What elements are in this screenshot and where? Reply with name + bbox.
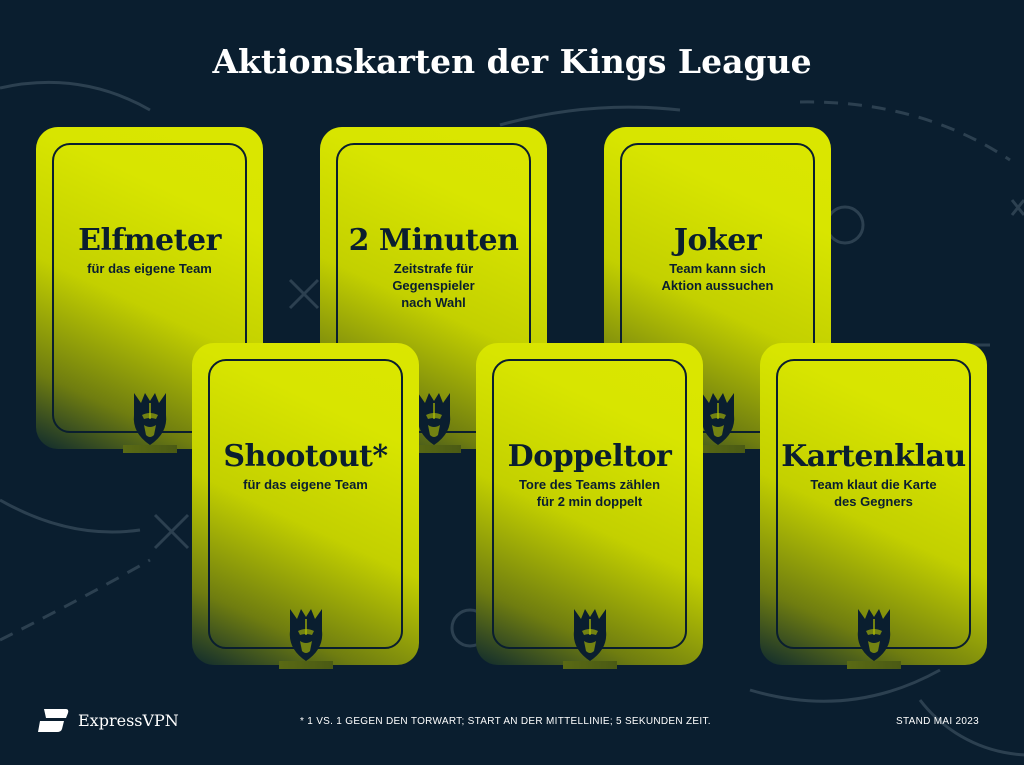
kings-league-crown-icon: [570, 605, 610, 663]
date-stamp: STAND MAI 2023: [896, 716, 979, 727]
action-card-kartenklau: Kartenklau Team klaut die Karte des Gegn…: [760, 343, 987, 669]
footnote: * 1 VS. 1 GEGEN DEN TORWART; START AN DE…: [300, 716, 711, 727]
card-title: Joker: [673, 223, 762, 258]
kings-league-crown-icon: [286, 605, 326, 663]
expressvpn-icon: [38, 709, 69, 732]
brand-name: ExpressVPN: [78, 710, 179, 730]
kings-league-crown-icon: [698, 389, 738, 447]
card-description: Zeitstrafe für Gegenspieler nach Wahl: [392, 261, 475, 310]
action-card-elfmeter: Elfmeter für das eigene Team: [36, 127, 263, 453]
card-description: Team kann sich Aktion aussuchen: [661, 261, 774, 293]
card-title: Doppeltor: [507, 439, 672, 474]
card-description: für das eigene Team: [87, 261, 212, 276]
kings-league-crown-icon: [414, 389, 454, 447]
card-description: für das eigene Team: [243, 477, 368, 492]
expressvpn-logo: ExpressVPN: [36, 707, 179, 733]
page-title: Aktionskarten der Kings League: [212, 42, 812, 81]
card-title: Shootout*: [223, 439, 388, 474]
kings-league-crown-icon: [130, 389, 170, 447]
kings-league-crown-icon: [854, 605, 894, 663]
action-card-doppeltor: Doppeltor Tore des Teams zählen für 2 mi…: [476, 343, 703, 669]
card-title: Elfmeter: [78, 223, 221, 258]
card-description: Tore des Teams zählen für 2 min doppelt: [518, 477, 661, 509]
card-title: 2 Minuten: [348, 223, 519, 258]
action-card-shootout: Shootout* für das eigene Team: [192, 343, 419, 669]
card-description: Team klaut die Karte des Gegners: [810, 477, 937, 509]
card-title: Kartenklau: [781, 439, 966, 474]
